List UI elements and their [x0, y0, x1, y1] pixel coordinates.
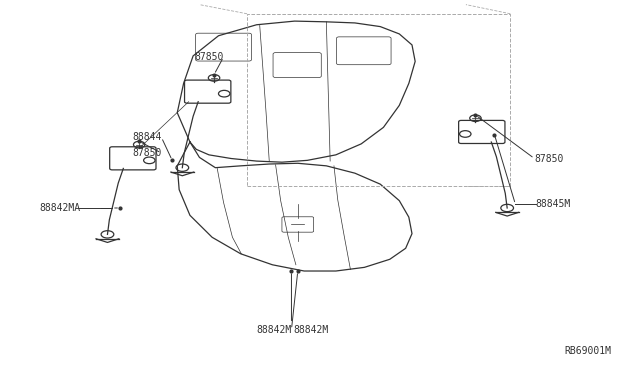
- Text: 87850: 87850: [534, 154, 564, 164]
- Text: 87850: 87850: [194, 52, 223, 62]
- Text: 88842M: 88842M: [293, 325, 328, 335]
- Text: RB69001M: RB69001M: [565, 346, 612, 356]
- Text: 87850: 87850: [132, 148, 161, 158]
- Text: 88844: 88844: [132, 132, 161, 142]
- Text: 88842M: 88842M: [256, 325, 291, 335]
- Text: 88842MA: 88842MA: [40, 203, 81, 213]
- Text: 88845M: 88845M: [536, 199, 571, 209]
